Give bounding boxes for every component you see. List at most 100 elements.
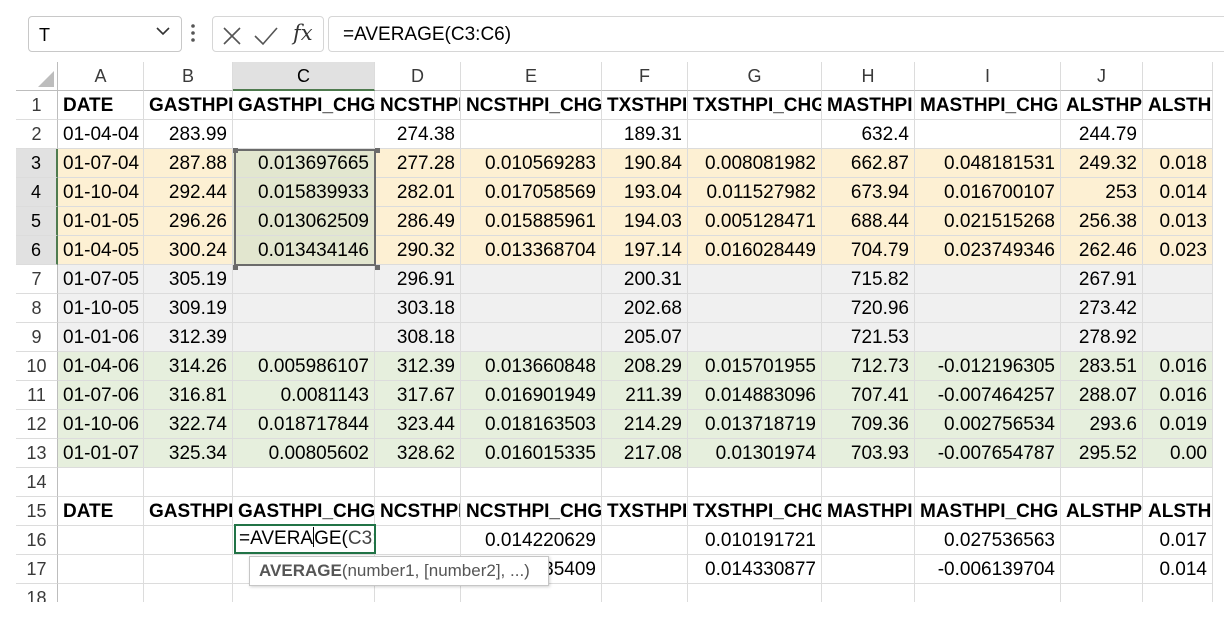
table-cell[interactable]: -0.012196305 bbox=[915, 352, 1061, 381]
table-cell[interactable]: 673.94 bbox=[822, 178, 915, 207]
table-cell[interactable]: GASTHPI_CHG bbox=[233, 497, 375, 526]
table-cell[interactable]: 244.79 bbox=[1061, 120, 1143, 149]
table-cell[interactable]: 0.00 bbox=[1143, 439, 1213, 468]
column-header-j[interactable]: J bbox=[1061, 62, 1143, 91]
table-cell[interactable]: 0.008081982 bbox=[688, 149, 822, 178]
row-header[interactable]: 11 bbox=[16, 381, 58, 410]
table-cell[interactable]: 0.014 bbox=[1143, 178, 1213, 207]
table-cell[interactable] bbox=[461, 323, 602, 352]
table-cell[interactable]: 283.51 bbox=[1061, 352, 1143, 381]
table-cell[interactable]: 322.74 bbox=[144, 410, 233, 439]
row-header[interactable]: 8 bbox=[16, 294, 58, 323]
table-cell[interactable]: 0.015885961 bbox=[461, 207, 602, 236]
table-cell[interactable]: 0.013660848 bbox=[461, 352, 602, 381]
table-cell[interactable]: 0.021515268 bbox=[915, 207, 1061, 236]
table-cell[interactable] bbox=[688, 468, 822, 497]
row-header[interactable]: 2 bbox=[16, 120, 58, 149]
table-cell[interactable]: 214.29 bbox=[602, 410, 688, 439]
table-cell[interactable]: 0.017 bbox=[1143, 526, 1213, 555]
column-header-k[interactable] bbox=[1143, 62, 1213, 91]
table-cell[interactable]: 0.01301974 bbox=[688, 439, 822, 468]
table-cell[interactable]: 256.38 bbox=[1061, 207, 1143, 236]
table-cell[interactable]: 193.04 bbox=[602, 178, 688, 207]
table-cell[interactable]: 0.005986107 bbox=[233, 352, 375, 381]
row-header[interactable]: 10 bbox=[16, 352, 58, 381]
table-cell[interactable]: GASTHPI_CHG bbox=[233, 91, 375, 120]
table-cell[interactable] bbox=[915, 294, 1061, 323]
table-cell[interactable]: 0.014330877 bbox=[688, 555, 822, 584]
table-cell[interactable] bbox=[602, 526, 688, 555]
table-cell[interactable]: 274.38 bbox=[375, 120, 461, 149]
table-cell[interactable] bbox=[602, 468, 688, 497]
table-cell[interactable]: GASTHPI bbox=[144, 91, 233, 120]
table-cell[interactable] bbox=[233, 584, 375, 602]
table-cell[interactable]: 328.62 bbox=[375, 439, 461, 468]
column-header-c[interactable]: C bbox=[233, 62, 375, 91]
table-cell[interactable]: 205.07 bbox=[602, 323, 688, 352]
table-cell[interactable] bbox=[375, 526, 461, 555]
table-cell[interactable]: 278.92 bbox=[1061, 323, 1143, 352]
table-cell[interactable]: 709.36 bbox=[822, 410, 915, 439]
row-header[interactable]: 13 bbox=[16, 439, 58, 468]
active-cell-editor[interactable]: =AVERAGE(C3:C6) bbox=[234, 524, 376, 554]
table-cell[interactable] bbox=[1061, 584, 1143, 602]
table-cell[interactable] bbox=[58, 584, 144, 602]
table-cell[interactable]: 0.00805602 bbox=[233, 439, 375, 468]
table-cell[interactable]: 01-01-05 bbox=[58, 207, 144, 236]
table-cell[interactable] bbox=[822, 526, 915, 555]
table-cell[interactable]: ALSTH bbox=[1143, 497, 1213, 526]
table-cell[interactable] bbox=[688, 294, 822, 323]
chevron-down-icon[interactable] bbox=[155, 23, 171, 43]
table-cell[interactable]: -0.007654787 bbox=[915, 439, 1061, 468]
table-cell[interactable]: 0.015839933 bbox=[233, 178, 375, 207]
table-cell[interactable]: 707.41 bbox=[822, 381, 915, 410]
table-cell[interactable]: 292.44 bbox=[144, 178, 233, 207]
table-cell[interactable] bbox=[915, 468, 1061, 497]
table-cell[interactable]: NCSTHPI_CHG bbox=[461, 91, 602, 120]
table-cell[interactable]: 211.39 bbox=[602, 381, 688, 410]
table-cell[interactable]: 325.34 bbox=[144, 439, 233, 468]
column-header-h[interactable]: H bbox=[822, 62, 915, 91]
table-cell[interactable]: 0.019 bbox=[1143, 410, 1213, 439]
table-cell[interactable] bbox=[1143, 294, 1213, 323]
table-cell[interactable] bbox=[1061, 468, 1143, 497]
table-cell[interactable] bbox=[375, 584, 461, 602]
confirm-check-icon[interactable] bbox=[253, 25, 279, 47]
table-cell[interactable]: 0.013718719 bbox=[688, 410, 822, 439]
table-cell[interactable]: 0.005128471 bbox=[688, 207, 822, 236]
cancel-icon[interactable] bbox=[221, 25, 243, 47]
table-cell[interactable]: DATE bbox=[58, 497, 144, 526]
table-cell[interactable]: 01-01-07 bbox=[58, 439, 144, 468]
table-cell[interactable]: NCSTHPI_CHG bbox=[461, 497, 602, 526]
table-cell[interactable]: 0.023 bbox=[1143, 236, 1213, 265]
table-cell[interactable]: 01-07-04 bbox=[58, 149, 144, 178]
table-cell[interactable]: 0.023749346 bbox=[915, 236, 1061, 265]
table-cell[interactable]: 305.19 bbox=[144, 265, 233, 294]
table-cell[interactable] bbox=[233, 120, 375, 149]
table-cell[interactable]: 293.6 bbox=[1061, 410, 1143, 439]
table-cell[interactable]: 283.99 bbox=[144, 120, 233, 149]
table-cell[interactable]: 202.68 bbox=[602, 294, 688, 323]
column-header-a[interactable]: A bbox=[58, 62, 144, 91]
table-cell[interactable]: 0.013697665 bbox=[233, 149, 375, 178]
table-cell[interactable]: 703.93 bbox=[822, 439, 915, 468]
table-cell[interactable] bbox=[1143, 584, 1213, 602]
table-cell[interactable]: 0.013 bbox=[1143, 207, 1213, 236]
row-header[interactable]: 5 bbox=[16, 207, 58, 236]
table-cell[interactable]: 194.03 bbox=[602, 207, 688, 236]
table-cell[interactable]: TXSTHPI_CHG bbox=[688, 91, 822, 120]
more-options-icon[interactable] bbox=[190, 22, 196, 49]
table-cell[interactable]: TXSTHPI_CHG bbox=[688, 497, 822, 526]
table-cell[interactable] bbox=[233, 468, 375, 497]
row-header[interactable]: 18 bbox=[16, 584, 58, 602]
table-cell[interactable]: 0.016015335 bbox=[461, 439, 602, 468]
table-cell[interactable]: 01-01-06 bbox=[58, 323, 144, 352]
table-cell[interactable]: 312.39 bbox=[375, 352, 461, 381]
table-cell[interactable] bbox=[915, 265, 1061, 294]
table-cell[interactable]: 323.44 bbox=[375, 410, 461, 439]
table-cell[interactable]: 704.79 bbox=[822, 236, 915, 265]
table-cell[interactable] bbox=[688, 584, 822, 602]
table-cell[interactable]: NCSTHPI bbox=[375, 497, 461, 526]
table-cell[interactable]: ALSTHPI bbox=[1061, 91, 1143, 120]
table-cell[interactable] bbox=[688, 120, 822, 149]
